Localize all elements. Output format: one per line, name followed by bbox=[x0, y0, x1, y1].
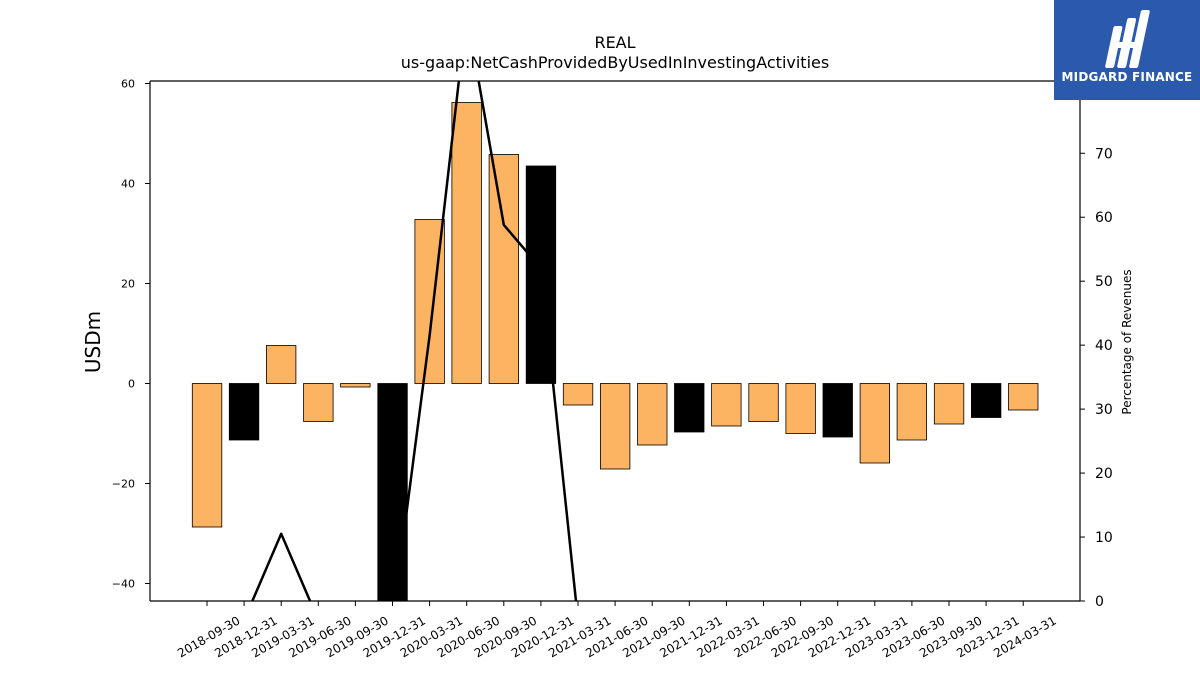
bar bbox=[711, 383, 742, 427]
percentage-line bbox=[250, 81, 578, 601]
bar bbox=[377, 383, 408, 601]
bar bbox=[451, 102, 482, 384]
bar bbox=[933, 383, 965, 425]
bar-series bbox=[191, 102, 1039, 601]
bar bbox=[748, 383, 779, 422]
logo-text: MIDGARD FINANCE bbox=[1061, 70, 1193, 84]
bar bbox=[228, 383, 260, 441]
brand-logo: MIDGARD FINANCE bbox=[1054, 0, 1200, 100]
bar bbox=[971, 383, 1002, 418]
y-tick-label: −20 bbox=[112, 478, 135, 491]
bar bbox=[896, 383, 927, 441]
y-tick-label: 40 bbox=[121, 178, 135, 191]
bar bbox=[1008, 383, 1039, 411]
bar bbox=[340, 383, 371, 388]
bar bbox=[303, 383, 334, 422]
bar bbox=[191, 383, 223, 528]
midgard-logo-icon bbox=[1105, 10, 1150, 68]
y2-tick-label: 10 bbox=[1095, 530, 1113, 546]
y-axis-label: USDm bbox=[81, 311, 105, 373]
bar bbox=[785, 383, 816, 434]
y2-tick-label: 60 bbox=[1095, 210, 1113, 226]
bar bbox=[600, 383, 631, 470]
y2-tick-label: 70 bbox=[1095, 146, 1113, 162]
y-tick-label: 60 bbox=[121, 78, 135, 91]
line-series bbox=[250, 81, 578, 601]
y2-tick-label: 30 bbox=[1095, 402, 1113, 418]
bar bbox=[637, 383, 668, 446]
y-tick-label: 0 bbox=[128, 378, 135, 391]
y2-tick-label: 0 bbox=[1095, 594, 1104, 610]
bar bbox=[488, 154, 520, 384]
bar bbox=[674, 383, 705, 433]
bar bbox=[562, 383, 594, 406]
axes: −40−2002040600102030405060702018-09-3020… bbox=[112, 78, 1113, 661]
chart-subtitle: us-gaap:NetCashProvidedByUsedInInvesting… bbox=[401, 53, 829, 72]
bar bbox=[265, 345, 297, 384]
y-tick-label: −40 bbox=[112, 578, 135, 591]
y2-axis-label: Percentage of Revenues bbox=[1120, 269, 1134, 414]
y2-tick-label: 20 bbox=[1095, 466, 1113, 482]
y-tick-label: 20 bbox=[121, 278, 135, 291]
bar bbox=[822, 383, 853, 438]
chart-title: REAL bbox=[594, 33, 635, 52]
y2-tick-label: 40 bbox=[1095, 338, 1113, 354]
y2-tick-label: 50 bbox=[1095, 274, 1113, 290]
bar bbox=[859, 383, 890, 464]
